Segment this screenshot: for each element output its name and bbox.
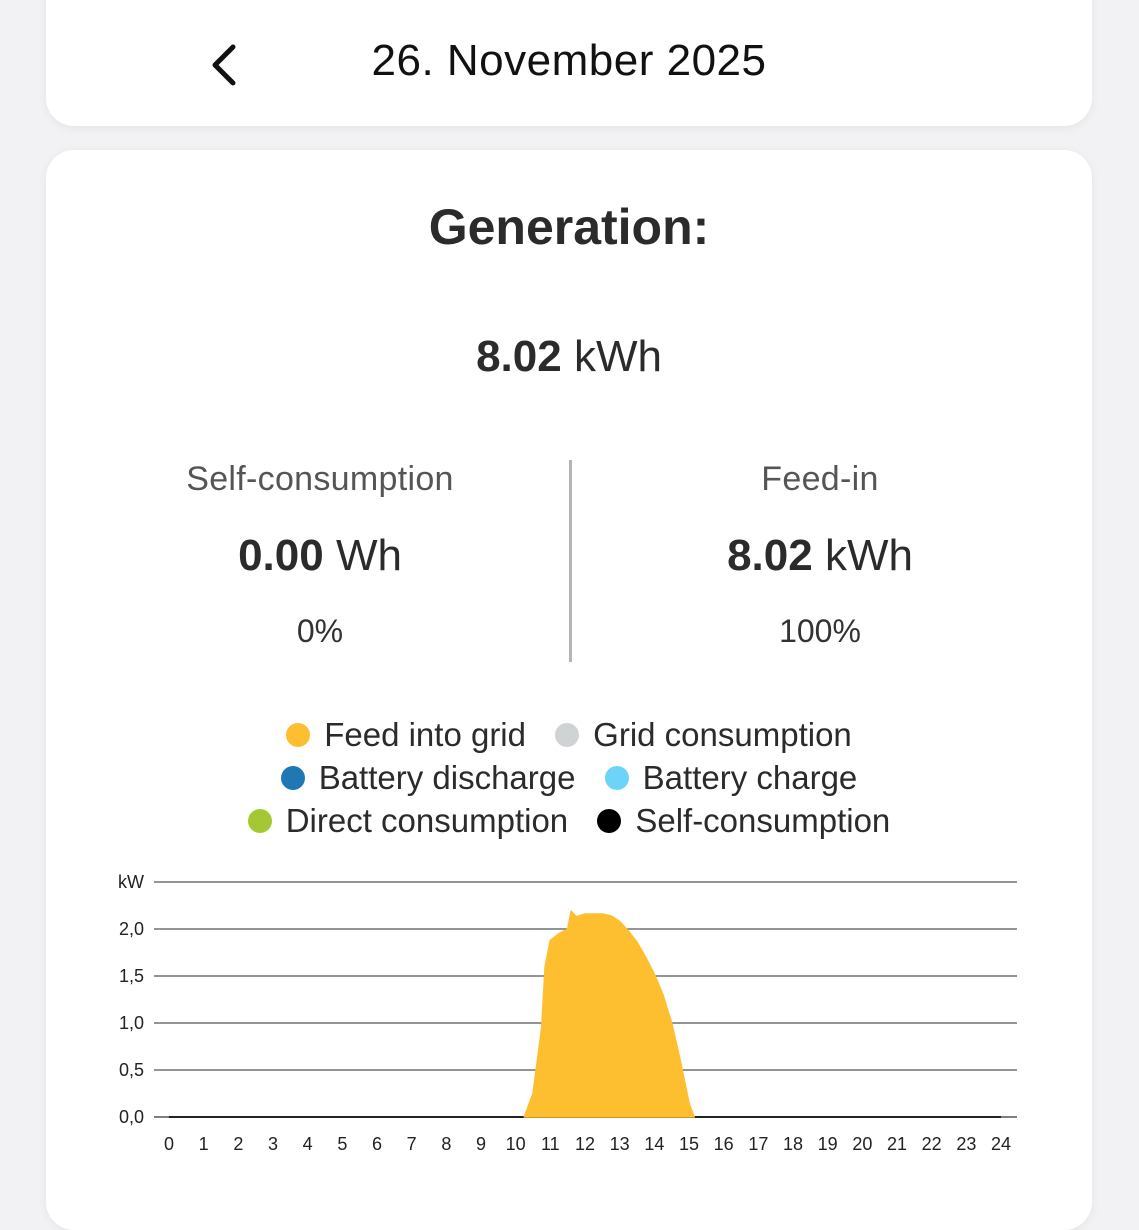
x-tick-label: 12	[575, 1134, 595, 1154]
y-axis-unit-label: kW	[118, 872, 144, 892]
legend-dot-icon	[280, 766, 305, 790]
date-header: 26. November 2025	[46, 0, 1092, 126]
legend-row: Feed into grid Grid consumption	[46, 714, 1092, 757]
generation-total-value: 8.02	[476, 332, 562, 381]
chart-legend: Feed into grid Grid consumption Battery …	[46, 714, 1092, 843]
self-consumption-unit: Wh	[335, 531, 402, 580]
generation-card: Generation: 8.02 kWh Self-consumption 0.…	[46, 150, 1092, 1230]
y-tick-label: 1,5	[119, 966, 144, 986]
x-tick-label: 6	[372, 1134, 382, 1154]
legend-label: Battery charge	[642, 759, 858, 796]
legend-item-battery-charge[interactable]: Battery charge	[604, 757, 858, 799]
legend-item-grid-consumption[interactable]: Grid consumption	[555, 714, 852, 756]
legend-dot-icon	[286, 723, 311, 747]
x-tick-label: 1	[199, 1134, 209, 1154]
feed-in-percent: 100%	[779, 613, 861, 649]
y-tick-label: 1,0	[119, 1013, 144, 1033]
x-tick-label: 16	[714, 1134, 734, 1154]
y-tick-label: 0,0	[119, 1107, 144, 1127]
x-tick-label: 5	[337, 1134, 347, 1154]
x-tick-label: 9	[476, 1134, 486, 1154]
self-consumption-amount: 0.00 Wh	[70, 531, 570, 581]
legend-label: Battery discharge	[318, 759, 576, 796]
legend-item-battery-discharge[interactable]: Battery discharge	[280, 757, 576, 799]
legend-item-feed-into-grid[interactable]: Feed into grid	[286, 714, 526, 756]
back-button[interactable]	[196, 32, 252, 98]
chevron-left-icon	[212, 44, 236, 86]
legend-dot-icon	[597, 809, 622, 833]
feed-in-unit: kWh	[824, 531, 913, 580]
x-tick-label: 8	[441, 1134, 451, 1154]
x-tick-label: 19	[818, 1134, 838, 1154]
legend-label: Direct consumption	[285, 802, 569, 839]
feed-in-value: 8.02	[727, 531, 813, 580]
column-divider	[569, 460, 572, 662]
feed-in-amount: 8.02 kWh	[570, 531, 1070, 581]
x-tick-label: 11	[541, 1134, 560, 1154]
self-consumption-value: 0.00	[238, 531, 324, 580]
x-tick-label: 3	[268, 1134, 278, 1154]
legend-label: Grid consumption	[593, 716, 852, 753]
x-tick-label: 20	[852, 1134, 872, 1154]
self-consumption-panel: Self-consumption 0.00 Wh 0%	[70, 460, 570, 650]
y-tick-label: 0,5	[119, 1060, 144, 1080]
legend-row: Direct consumption Self-consumption	[46, 800, 1092, 843]
legend-dot-icon	[247, 809, 272, 833]
legend-label: Feed into grid	[324, 716, 526, 753]
x-tick-label: 22	[922, 1134, 942, 1154]
x-tick-label: 24	[991, 1134, 1011, 1154]
x-tick-label: 13	[610, 1134, 630, 1154]
header-date: 26. November 2025	[371, 36, 767, 85]
x-tick-label: 14	[644, 1134, 664, 1154]
x-tick-label: 23	[956, 1134, 976, 1154]
self-consumption-percent: 0%	[296, 613, 344, 649]
generation-title: Generation:	[428, 199, 710, 255]
x-tick-label: 2	[233, 1134, 243, 1154]
legend-dot-icon	[555, 723, 580, 747]
legend-item-direct-consumption[interactable]: Direct consumption	[247, 800, 569, 842]
legend-item-self-consumption[interactable]: Self-consumption	[597, 800, 890, 842]
x-tick-label: 18	[783, 1134, 803, 1154]
legend-dot-icon	[604, 766, 629, 790]
feed-in-label: Feed-in	[761, 460, 879, 498]
x-tick-label: 10	[506, 1134, 526, 1154]
generation-total-unit: kWh	[573, 332, 662, 381]
generation-total: 8.02 kWh	[46, 332, 1092, 382]
x-tick-label: 7	[407, 1134, 417, 1154]
x-tick-label: 4	[303, 1134, 313, 1154]
x-tick-label: 15	[679, 1134, 699, 1154]
y-tick-label: 2,0	[119, 919, 144, 939]
self-consumption-label: Self-consumption	[186, 460, 454, 498]
legend-label: Self-consumption	[635, 802, 891, 839]
x-tick-label: 17	[748, 1134, 768, 1154]
area-series-feed-into-grid	[523, 910, 695, 1118]
legend-row: Battery discharge Battery charge	[46, 757, 1092, 800]
x-tick-label: 21	[887, 1134, 907, 1154]
x-tick-label: 0	[164, 1134, 174, 1154]
feed-in-panel: Feed-in 8.02 kWh 100%	[570, 460, 1070, 650]
